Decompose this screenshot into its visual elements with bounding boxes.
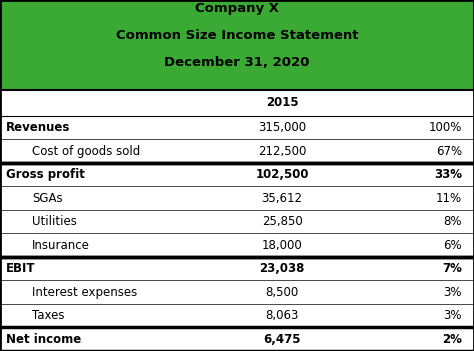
Text: Common Size Income Statement: Common Size Income Statement [116, 29, 358, 42]
Text: 8,063: 8,063 [265, 309, 299, 322]
Text: 67%: 67% [436, 145, 462, 158]
Text: Revenues: Revenues [6, 121, 70, 134]
Text: 100%: 100% [429, 121, 462, 134]
Text: Taxes: Taxes [32, 309, 64, 322]
Text: 2%: 2% [442, 333, 462, 346]
Text: 212,500: 212,500 [258, 145, 306, 158]
Text: 35,612: 35,612 [262, 192, 302, 205]
Text: 18,000: 18,000 [262, 239, 302, 252]
Text: 2015: 2015 [266, 96, 298, 109]
Text: 25,850: 25,850 [262, 215, 302, 228]
Text: 3%: 3% [444, 309, 462, 322]
Text: 8%: 8% [444, 215, 462, 228]
Text: Interest expenses: Interest expenses [32, 286, 137, 299]
Text: Cost of goods sold: Cost of goods sold [32, 145, 140, 158]
Text: 8,500: 8,500 [265, 286, 299, 299]
Text: Company X: Company X [195, 2, 279, 15]
Text: Utilities: Utilities [32, 215, 77, 228]
Text: 23,038: 23,038 [259, 262, 305, 275]
Text: Net income: Net income [6, 333, 81, 346]
Text: 33%: 33% [434, 168, 462, 181]
Text: 7%: 7% [442, 262, 462, 275]
Text: 6%: 6% [444, 239, 462, 252]
Text: 11%: 11% [436, 192, 462, 205]
Text: Insurance: Insurance [32, 239, 90, 252]
Text: December 31, 2020: December 31, 2020 [164, 56, 310, 69]
Text: SGAs: SGAs [32, 192, 63, 205]
Text: 102,500: 102,500 [255, 168, 309, 181]
Text: 6,475: 6,475 [263, 333, 301, 346]
Text: 315,000: 315,000 [258, 121, 306, 134]
Bar [0, 0, 474, 90]
Text: 3%: 3% [444, 286, 462, 299]
Text: Gross profit: Gross profit [6, 168, 84, 181]
Text: EBIT: EBIT [6, 262, 35, 275]
